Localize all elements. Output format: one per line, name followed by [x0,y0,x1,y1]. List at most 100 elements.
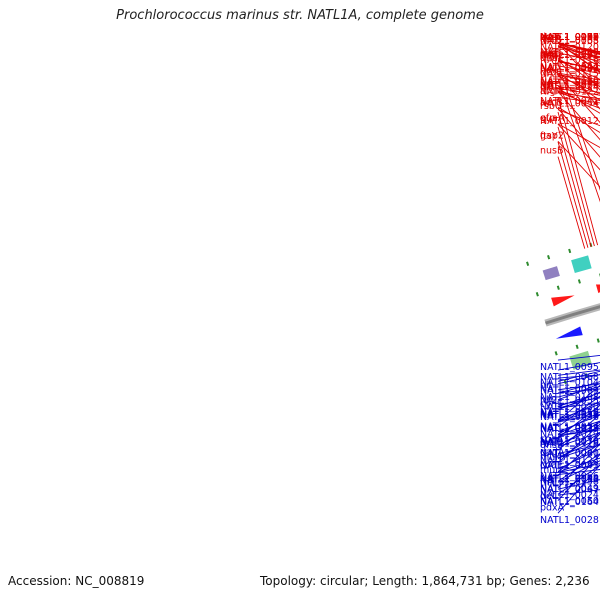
reverse-gene-label: NATL1_00391 [540,436,600,447]
bottom-leader-line [557,464,600,514]
forward-gene-label: gap2 [540,130,564,141]
top-leader-line [557,42,600,73]
reverse-gene-label: pdxA [540,503,565,514]
reverse-gene-label: NATL1_00761 [540,437,600,448]
bottom-leader-line [557,391,600,411]
reverse-gene-label: cynS [540,399,563,410]
top-leader-line [557,109,600,127]
reverse-gene-label: NATL1_00811 [540,449,600,460]
reverse-gene-arrow [555,326,583,339]
forward-gene-label: NATL1_00871 [540,49,600,60]
bottom-leader-line [557,384,600,422]
top-leader-line [557,78,600,203]
reverse-gene-label: NATL1_00401 [540,448,600,459]
forward-gene-label: NATL1_01151 [540,68,600,79]
forward-gene-label: NATL1_01121 [540,32,600,43]
reverse-gene-label: NATL1_00551 [540,395,600,406]
reverse-gene-label: NATL1_00691 [540,386,600,397]
reverse-gene-label: def [540,491,556,502]
reverse-gene-label: NATL1_01081 [540,392,600,403]
top-leader-line [557,96,599,246]
forward-gene-label: NATL1_00801 [540,80,600,91]
forward-gene-label: NATL1_01141 [540,82,600,93]
forward-gene-label: NATL1_00881 [540,35,600,46]
forward-gene-label: NATL1_00121 [540,116,600,127]
reverse-gene-label: hli2 [540,395,557,406]
forward-gene-label: efp [540,113,555,124]
reverse-gene-label: NATL1_00281 [540,515,600,526]
reverse-gene-label: NATL1_00671 [540,484,600,495]
top-leader-line [557,74,600,124]
map-title: Prochlorococcus marinus str. NATL1A, com… [116,8,484,23]
reverse-gene-label: NATL1_00361 [540,412,600,423]
forward-gene-label: gatB [540,34,562,45]
forward-gene-label: NATL1_01021 [540,50,600,61]
forward-gene-label: NATL1_01091 [540,32,600,43]
reverse-gene-label: dhsS [540,440,563,451]
reverse-gene-label: NATL1_00431 [540,461,600,472]
forward-gene-label: dap2 [540,51,564,62]
reverse-gene-label: NATL1_00661 [540,471,600,482]
forward-gene-label: NATL1_00531 [540,32,600,43]
reverse-gene-label: NATL1_00241 [540,490,600,501]
forward-gene-label: dnaJ [540,53,561,64]
reverse-gene-label: coaE [540,460,563,471]
bottom-leader-line [557,453,600,501]
reverse-gene-label: NATL1_00681 [540,372,600,383]
bottom-leader-line [557,413,600,451]
reverse-gene-label: NATL1_00501 [540,496,600,507]
bottom-leader-line [557,411,600,435]
forward-gene-label: guaA [540,113,565,124]
forward-gene-label: alaS [540,81,560,92]
forward-gene-label: accC [540,32,563,43]
forward-gene-label: NATL1_01201 [540,42,600,53]
reverse-gene-label: NATL1_01041 [540,377,600,388]
forward-gene-label: NATL1_00481 [540,47,600,58]
forward-gene-label: NATL1_00981 [540,77,600,88]
forward-gene-label: grpE [540,68,562,79]
top-leader-line [557,108,600,158]
reverse-gene-label: NATL1_01301 [540,475,600,486]
forward-gene-label: NATL1_00541 [540,99,600,110]
forward-gene-label: NATL1_01031 [540,36,600,47]
reverse-gene-label: NATL1_00301 [540,402,600,413]
top-leader-line [557,140,600,188]
forward-gene-label: smc [540,32,559,43]
forward-gene-label: NATL1_00461 [540,77,600,88]
bottom-leader-line [557,453,600,482]
forward-gene-arrow [551,295,575,307]
reverse-gene-label: NATL1_00491 [540,483,600,494]
bottom-leader-line [557,443,600,472]
bottom-leader-line [557,423,600,464]
reverse-gene-label: NATL1_00571 [540,422,600,433]
reverse-gene-label: NATL1_00931 [540,474,600,485]
top-leader-line [557,106,600,134]
reverse-gene-label: NATL1_01101 [540,407,600,418]
forward-gene-label: NATL1_00471 [540,62,600,73]
top-leader-line [557,87,600,114]
bottom-leader-line [557,404,600,439]
forward-gene-label: ndk [540,65,558,76]
top-leader-line [557,141,589,248]
reverse-gene-label: NATL1_00441 [540,474,600,485]
forward-gene-label: rsbU [540,101,562,112]
forward-gene-label: accB [540,98,563,109]
forward-gene-label: NATL1_00971 [540,32,600,43]
reverse-gene-label: thiL [540,477,558,488]
forward-gene-label: dcm [540,32,561,43]
reverse-gene-label: NATL1_01171 [540,424,600,435]
forward-gene-label: NATL1_01271 [540,62,600,73]
top-leader-line [557,72,600,101]
top-leader-line [557,58,600,110]
reverse-gene-label: murB [540,452,566,463]
reverse-gene-label: dadA [540,447,565,458]
forward-gene-label: cbiD [540,48,561,59]
bottom-leader-line [557,401,600,422]
bottom-leader-line [557,383,600,401]
genome-summary-text: Topology: circular; Length: 1,864,731 bp… [260,574,590,588]
bottom-leader-line [557,395,600,428]
reverse-gene-label: murC [540,465,566,476]
backbone-outer [544,303,600,327]
bottom-leader-line [557,433,600,476]
